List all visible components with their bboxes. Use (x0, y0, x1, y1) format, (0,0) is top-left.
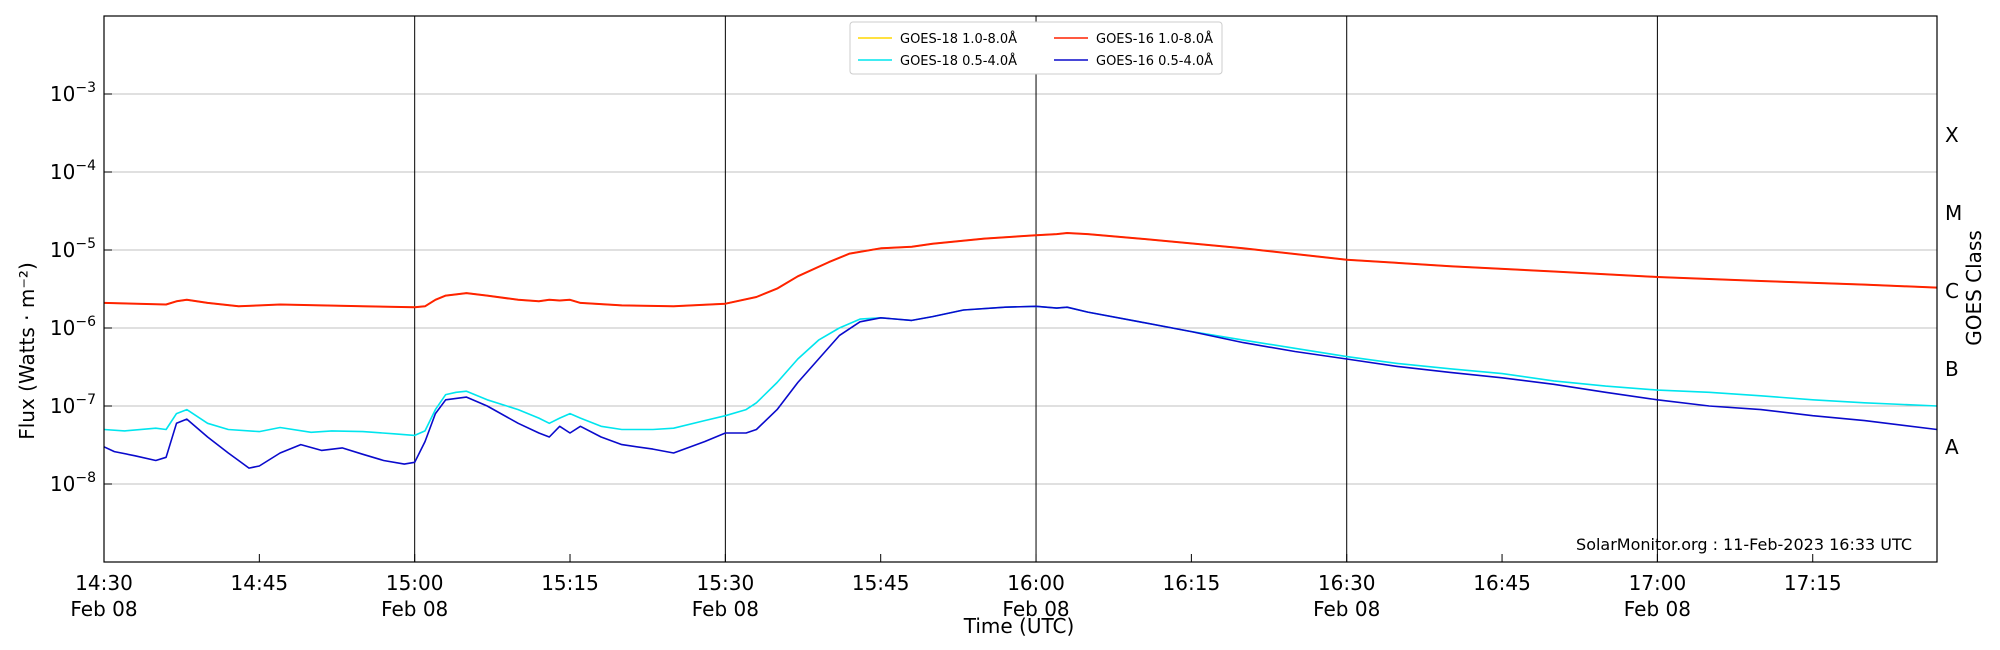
series-line-1 (103, 305, 1938, 437)
goes-class-label: X (1945, 123, 1959, 147)
y-tick-label: 10−8 (50, 470, 96, 496)
x-tick-label: 16:45 (1473, 571, 1531, 595)
legend-label: GOES-18 1.0-8.0Å (900, 31, 1017, 47)
grid-layer (103, 16, 1937, 562)
x-axis-title: Time (UTC) (963, 614, 1075, 638)
x-tick-label: 14:45 (231, 571, 289, 595)
x-tick-date: Feb 08 (381, 597, 448, 621)
y-tick-label: 10−6 (50, 314, 96, 340)
x-tick-date: Feb 08 (1002, 597, 1069, 621)
legend-label: GOES-16 1.0-8.0Å (1096, 31, 1213, 47)
x-tick-date: Feb 08 (1313, 597, 1380, 621)
x-tick-label: 16:30 (1318, 571, 1376, 595)
solarmonitor-watermark: SolarMonitor.org : 11-Feb-2023 16:33 UTC (1576, 535, 1912, 554)
y-tick-label: 10−7 (50, 392, 96, 418)
x-tick-label: 15:30 (697, 571, 755, 595)
goes-class-axis-title: GOES Class (1962, 230, 1986, 346)
x-tick-label: 17:00 (1629, 571, 1687, 595)
legend-box (849, 21, 1223, 75)
x-tick-label: 17:15 (1784, 571, 1842, 595)
x-tick-label: 15:45 (852, 571, 910, 595)
goes-class-label: A (1945, 435, 1959, 459)
goes-class-label: M (1945, 201, 1962, 225)
plot-frame (103, 15, 1938, 563)
y-tick-label: 10−3 (50, 80, 96, 106)
x-tick-date: Feb 08 (70, 597, 137, 621)
series-line-2 (103, 232, 1938, 309)
series-layer (103, 232, 1938, 469)
series-line-3 (103, 305, 1938, 469)
x-tick-date: Feb 08 (1624, 597, 1691, 621)
y-tick-label: 10−4 (50, 158, 96, 184)
x-tick-label: 16:00 (1007, 571, 1065, 595)
goes-class-label: C (1945, 279, 1959, 303)
y-axis-title: Flux (Watts · m⁻²) (15, 262, 39, 440)
x-tick-label: 16:15 (1163, 571, 1221, 595)
legend-label: GOES-18 0.5-4.0Å (900, 53, 1017, 69)
legend: GOES-18 1.0-8.0Å GOES-18 0.5-4.0Å GOES-16 … (849, 21, 1223, 75)
x-tick-label: 15:15 (541, 571, 599, 595)
x-tick-label: 14:30 (75, 571, 133, 595)
x-tick-label: 15:00 (386, 571, 444, 595)
y-tick-label: 10−5 (50, 236, 96, 262)
legend-label: GOES-16 0.5-4.0Å (1096, 53, 1213, 69)
series-line-0 (103, 232, 1938, 309)
goes-class-label: B (1945, 357, 1959, 381)
x-tick-date: Feb 08 (692, 597, 759, 621)
